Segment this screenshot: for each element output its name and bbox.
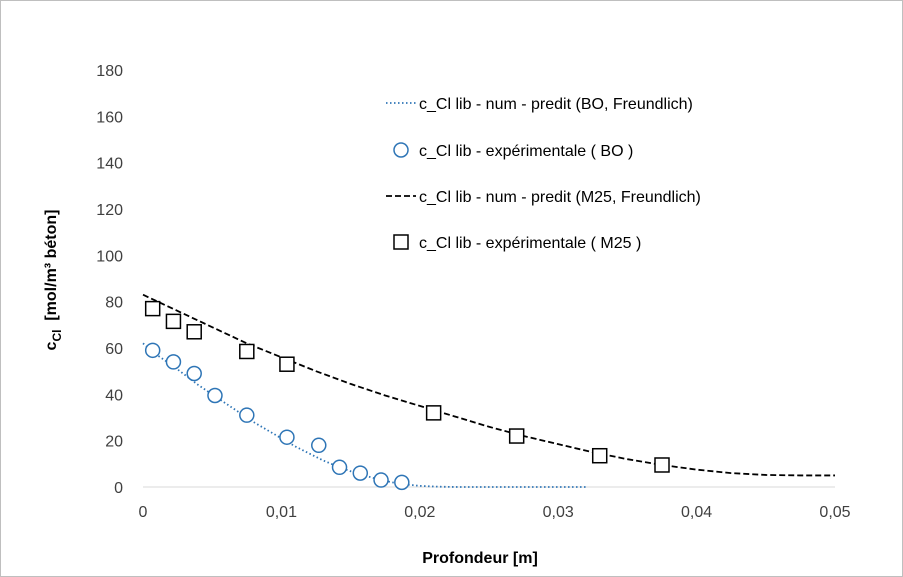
data-point-square (425, 405, 442, 421)
y-tick-label: 20 (105, 434, 123, 451)
legend-label: c_Cl lib - num - predit (BO, Freundlich) (419, 96, 693, 113)
y-axis-title: cCl [mol/m³ béton] (43, 210, 64, 351)
data-point-circle (311, 437, 327, 454)
legend: c_Cl lib - num - predit (BO, Freundlich)… (386, 96, 701, 252)
y-tick-label: 160 (96, 109, 123, 126)
series-line-1 (142, 342, 586, 488)
x-axis-title: Profondeur [m] (422, 550, 538, 567)
series-line-3 (142, 293, 835, 477)
x-tick-label: 0,01 (266, 504, 297, 521)
legend-square-swatch (393, 234, 409, 250)
data-point-square (186, 324, 202, 340)
data-point-circle (186, 365, 202, 382)
series-layer (142, 293, 835, 491)
x-tick-label: 0,05 (819, 504, 850, 521)
data-point-circle (165, 354, 182, 370)
y-tick-label: 40 (105, 387, 123, 404)
data-point-circle (352, 465, 369, 481)
x-tick-label: 0 (139, 504, 148, 521)
y-axis-title-main: c (43, 341, 60, 350)
data-point-square (508, 428, 525, 444)
legend-circle-swatch (393, 142, 409, 158)
y-axis-title-rest: [mol/m³ béton] (43, 210, 60, 330)
data-point-circle (394, 474, 410, 491)
data-point-circle (144, 342, 161, 359)
legend-label: c_Cl lib - expérimentale ( M25 ) (419, 235, 641, 252)
data-point-square (279, 356, 295, 372)
y-tick-label: 100 (96, 248, 123, 265)
y-tick-label: 80 (105, 295, 123, 312)
y-axis-title-sub: Cl (50, 330, 64, 342)
x-tick-label: 0,04 (681, 504, 712, 521)
data-point-circle (373, 472, 389, 488)
x-tick-label: 0,03 (543, 504, 574, 521)
axes: 0 0,01 0,02 0,03 0,04 0,05 0 20 40 60 80 100 120 140 1… (96, 63, 850, 521)
y-tick-label: 60 (105, 341, 123, 358)
y-tick-label: 120 (96, 202, 123, 219)
data-point-square (654, 457, 670, 473)
data-point-square (144, 300, 161, 317)
data-point-circle (207, 387, 223, 404)
data-point-circle (331, 459, 348, 476)
x-tick-label: 0,02 (404, 504, 435, 521)
y-tick-label: 140 (96, 156, 123, 173)
data-point-square (591, 447, 608, 464)
data-point-circle (279, 429, 295, 445)
legend-label: c_Cl lib - num - predit (M25, Freundlich… (419, 189, 701, 206)
data-point-square (239, 343, 255, 360)
y-tick-label: 180 (96, 63, 123, 80)
data-point-circle (239, 407, 255, 423)
legend-label: c_Cl lib - expérimentale ( BO ) (419, 143, 633, 160)
data-point-square (165, 313, 182, 330)
y-tick-label: 0 (114, 480, 123, 497)
